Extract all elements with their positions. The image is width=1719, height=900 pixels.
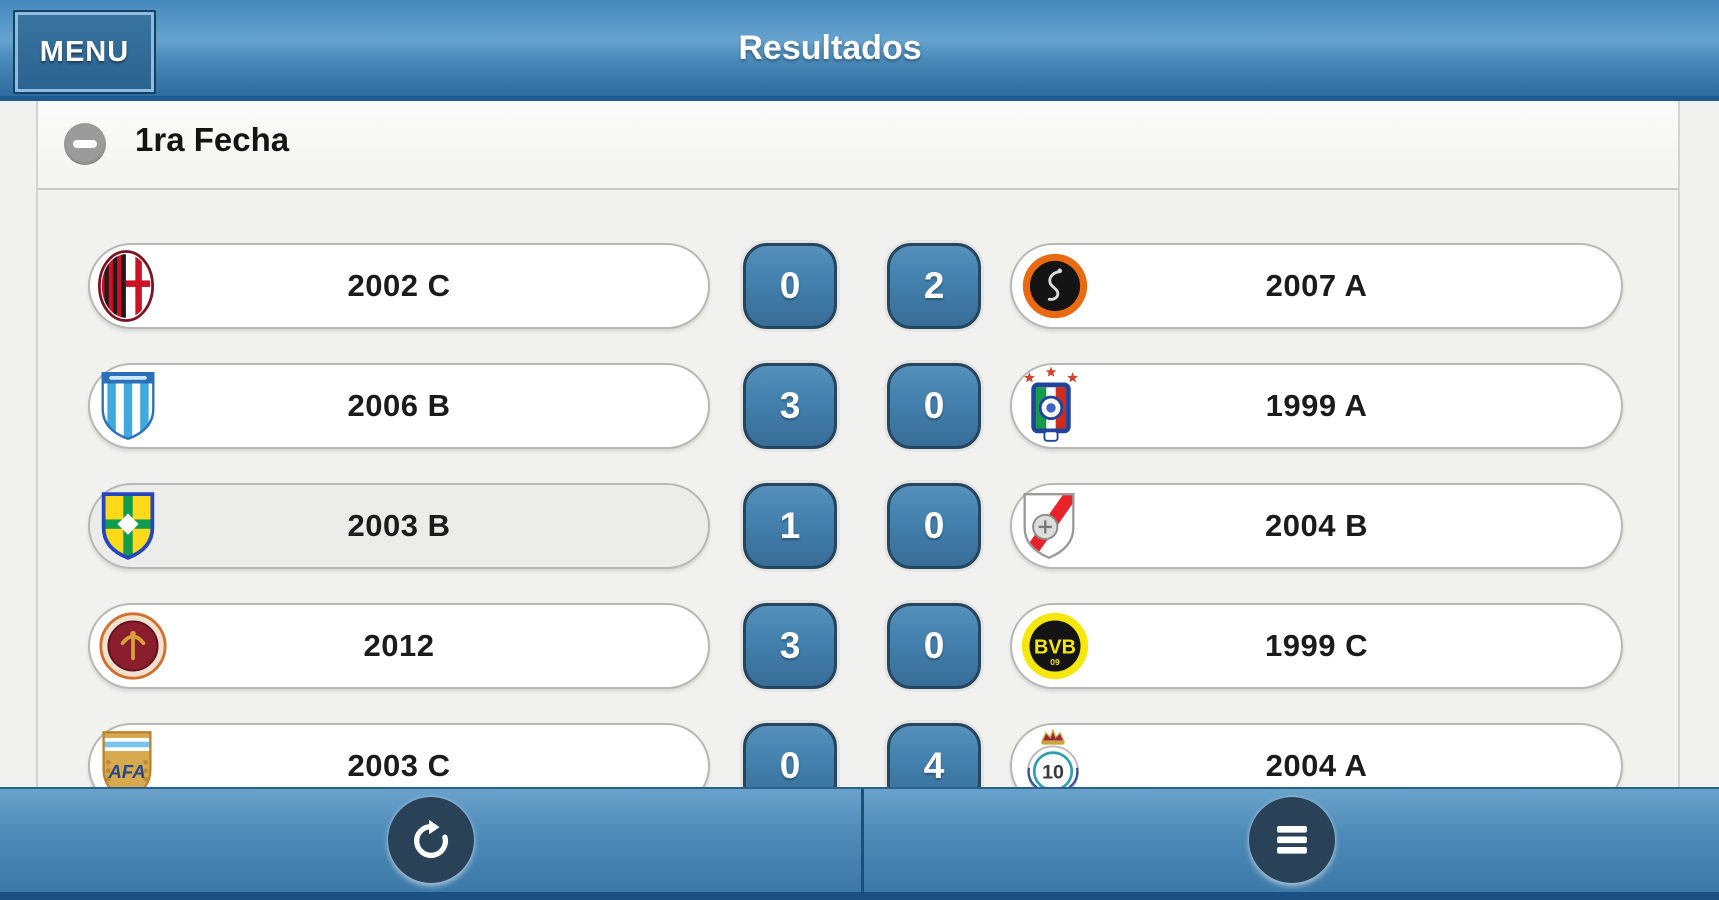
home-team-button[interactable]: 2003 B [88,483,710,569]
home-team-button[interactable]: 2012 [88,603,710,689]
away-team-button[interactable]: 2004 B [1010,483,1623,569]
home-team-label: 2003 C [347,748,451,783]
river-plate-badge-icon [1020,489,1078,563]
away-team-label: 2004 A [1265,748,1368,783]
match-row: 2006 B 3 0 [0,363,1719,449]
home-score-button[interactable]: 3 [743,603,837,689]
undo-icon [413,819,448,858]
away-score-button[interactable]: 0 [887,363,981,449]
svg-text:AFA: AFA [107,761,145,782]
content-right-border [1678,101,1680,900]
italy-figc-badge-icon [1020,365,1082,447]
back-button-circle [387,797,474,883]
page-title: Resultados [738,28,922,67]
borussia-dortmund-badge-icon: BVB 09 [1020,611,1090,681]
top-header: MENU Resultados [0,0,1719,101]
home-team-button[interactable]: 2002 C [88,243,710,329]
away-team-button[interactable]: 2007 A [1010,243,1623,329]
home-score-button[interactable]: 1 [743,483,837,569]
home-score-button[interactable]: 0 [743,243,837,329]
svg-text:09: 09 [1050,657,1060,667]
away-team-label: 2007 A [1265,268,1368,303]
list-icon [1276,826,1307,854]
back-button[interactable] [0,789,861,900]
home-team-label: 2003 B [347,508,451,543]
svg-text:BVB: BVB [1034,637,1076,659]
maroon-crest-badge-icon [98,611,168,681]
away-score-button[interactable]: 2 [887,243,981,329]
away-score-button[interactable]: 0 [887,483,981,569]
away-team-button[interactable]: 1999 A [1010,363,1623,449]
menu-button[interactable]: MENU [13,10,156,94]
home-team-button[interactable]: 2006 B [88,363,710,449]
section-header[interactable]: 1ra Fecha [38,101,1678,190]
away-score-button[interactable]: 0 [887,603,981,689]
match-row: 2012 3 0 BVB 09 1999 C [0,603,1719,689]
match-row: 2002 C 0 2 2007 A [0,243,1719,329]
collapse-minus-icon[interactable] [64,123,106,165]
svg-text:10: 10 [1042,761,1064,783]
home-score-button[interactable]: 3 [743,363,837,449]
home-team-label: 2002 C [347,268,451,303]
brazil-cbf-badge-icon [98,488,158,564]
racing-club-badge-icon [98,368,158,444]
home-team-label: 2012 [363,628,435,663]
away-team-label: 1999 C [1265,628,1368,663]
content-left-border [36,101,38,900]
bottom-bar-divider [861,789,864,900]
away-team-label: 2004 B [1265,508,1368,543]
match-row: 2003 B 1 0 2004 B [0,483,1719,569]
section-title: 1ra Fecha [135,121,290,158]
ac-milan-badge-icon [98,249,154,323]
list-button[interactable] [864,789,1719,900]
away-team-label: 1999 A [1265,388,1368,423]
home-team-label: 2006 B [347,388,451,423]
list-button-circle [1248,797,1335,883]
bottom-bar [0,787,1719,900]
away-team-button[interactable]: BVB 09 1999 C [1010,603,1623,689]
orange-black-crest-badge-icon [1020,251,1090,321]
